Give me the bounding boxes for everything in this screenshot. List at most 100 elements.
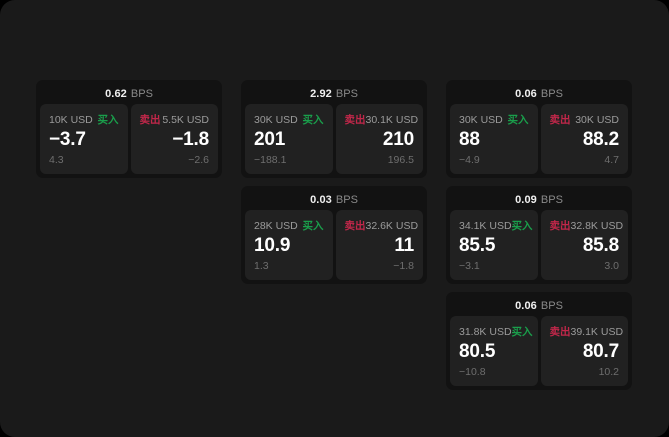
sell-sub-value: −1.8 xyxy=(393,260,414,272)
buy-main-value: 80.5 xyxy=(459,341,496,362)
card-header: 0.09 BPS xyxy=(450,190,628,210)
sell-size-label: 32.8K USD xyxy=(570,219,624,232)
buy-size-label: 31.8K USD xyxy=(459,325,512,338)
sell-panel[interactable]: 卖出 5.5K USD −1.8 −2.6 xyxy=(130,104,218,174)
card-header: 2.92 BPS xyxy=(245,84,423,104)
panel-top-row: 卖出 30K USD xyxy=(549,113,620,127)
quote-card[interactable]: 0.06 BPS 30K USD 买入 88 −4.9 卖出 30K USD 88.2 4.7 xyxy=(446,80,632,178)
card-body: 28K USD 买入 10.9 1.3 卖出 32.6K USD 11 −1.8 xyxy=(245,210,423,280)
sell-sub-value: 196.5 xyxy=(387,154,414,166)
bps-value: 0.62 xyxy=(105,88,127,100)
buy-panel[interactable]: 31.8K USD 买入 80.5 −10.8 xyxy=(450,316,538,386)
sell-main-value: 88.2 xyxy=(582,129,619,150)
sell-sub-value: 4.7 xyxy=(604,154,619,166)
sell-sub-value: −2.6 xyxy=(188,154,209,166)
buy-panel[interactable]: 30K USD 买入 201 −188.1 xyxy=(245,104,333,174)
sell-size-label: 30K USD xyxy=(575,113,619,126)
bps-value: 0.09 xyxy=(515,194,537,206)
sell-side-tag: 卖出 xyxy=(549,220,571,232)
card-body: 10K USD 买入 −3.7 4.3 卖出 5.5K USD −1.8 −2.6 xyxy=(40,104,218,174)
buy-sub-value: 4.3 xyxy=(49,154,64,166)
bps-unit-label: BPS xyxy=(335,88,358,100)
quote-card[interactable]: 0.03 BPS 28K USD 买入 10.9 1.3 卖出 32.6K USD 11 −1.8 xyxy=(241,186,427,284)
bps-value: 0.06 xyxy=(515,300,537,312)
sell-size-label: 30.1K USD xyxy=(365,113,419,126)
buy-size-label: 30K USD xyxy=(459,113,503,126)
buy-side-tag: 买入 xyxy=(302,220,324,232)
panel-top-row: 卖出 30.1K USD xyxy=(344,113,419,127)
card-body: 31.8K USD 买入 80.5 −10.8 卖出 39.1K USD 80.7 10.2 xyxy=(450,316,628,386)
card-body: 34.1K USD 买入 85.5 −3.1 卖出 32.8K USD 85.8 3.0 xyxy=(450,210,628,280)
buy-size-label: 10K USD xyxy=(49,113,93,126)
sell-main-value: 210 xyxy=(382,129,414,150)
quote-card[interactable]: 0.09 BPS 34.1K USD 买入 85.5 −3.1 卖出 32.8K USD 85.… xyxy=(446,186,632,284)
quote-card[interactable]: 0.62 BPS 10K USD 买入 −3.7 4.3 卖出 5.5K USD −1.8 −2.… xyxy=(36,80,222,178)
buy-side-tag: 买入 xyxy=(511,220,533,232)
card-header: 0.06 BPS xyxy=(450,84,628,104)
panel-top-row: 30K USD 买入 xyxy=(459,113,529,127)
panel-top-row: 卖出 32.8K USD xyxy=(549,219,624,233)
panel-top-row: 10K USD 买入 xyxy=(49,113,119,127)
bps-unit-label: BPS xyxy=(335,194,358,206)
sell-panel[interactable]: 卖出 32.8K USD 85.8 3.0 xyxy=(540,210,628,280)
sell-side-tag: 卖出 xyxy=(344,220,366,232)
buy-panel[interactable]: 30K USD 买入 88 −4.9 xyxy=(450,104,538,174)
buy-sub-value: −4.9 xyxy=(459,154,480,166)
buy-size-label: 28K USD xyxy=(254,219,298,232)
bps-value: 0.03 xyxy=(310,194,332,206)
card-body: 30K USD 买入 88 −4.9 卖出 30K USD 88.2 4.7 xyxy=(450,104,628,174)
buy-sub-value: −3.1 xyxy=(459,260,480,272)
sell-panel[interactable]: 卖出 39.1K USD 80.7 10.2 xyxy=(540,316,628,386)
bps-value: 2.92 xyxy=(310,88,332,100)
buy-sub-value: −10.8 xyxy=(459,366,486,378)
buy-panel[interactable]: 10K USD 买入 −3.7 4.3 xyxy=(40,104,128,174)
bps-unit-label: BPS xyxy=(540,300,563,312)
buy-size-label: 34.1K USD xyxy=(459,219,512,232)
buy-main-value: 88 xyxy=(459,129,480,150)
buy-sub-value: 1.3 xyxy=(254,260,269,272)
sell-size-label: 39.1K USD xyxy=(570,325,624,338)
sell-panel[interactable]: 卖出 30.1K USD 210 196.5 xyxy=(335,104,423,174)
bps-unit-label: BPS xyxy=(540,88,563,100)
sell-panel[interactable]: 卖出 30K USD 88.2 4.7 xyxy=(540,104,628,174)
buy-main-value: 10.9 xyxy=(254,235,291,256)
sell-size-label: 32.6K USD xyxy=(365,219,419,232)
buy-main-value: −3.7 xyxy=(49,129,86,150)
buy-side-tag: 买入 xyxy=(97,114,119,126)
card-body: 30K USD 买入 201 −188.1 卖出 30.1K USD 210 196.5 xyxy=(245,104,423,174)
bps-unit-label: BPS xyxy=(130,88,153,100)
buy-side-tag: 买入 xyxy=(511,326,533,338)
quote-card-grid: 0.62 BPS 10K USD 买入 −3.7 4.3 卖出 5.5K USD −1.8 −2.… xyxy=(36,80,636,390)
sell-main-value: −1.8 xyxy=(172,129,209,150)
buy-side-tag: 买入 xyxy=(507,114,529,126)
buy-sub-value: −188.1 xyxy=(254,154,287,166)
sell-sub-value: 3.0 xyxy=(604,260,619,272)
panel-top-row: 卖出 39.1K USD xyxy=(549,325,624,339)
panel-top-row: 卖出 32.6K USD xyxy=(344,219,419,233)
bps-value: 0.06 xyxy=(515,88,537,100)
sell-side-tag: 卖出 xyxy=(549,114,571,126)
quote-card[interactable]: 2.92 BPS 30K USD 买入 201 −188.1 卖出 30.1K USD 210 1… xyxy=(241,80,427,178)
panel-top-row: 31.8K USD 买入 xyxy=(459,325,533,339)
card-header: 0.03 BPS xyxy=(245,190,423,210)
sell-side-tag: 卖出 xyxy=(139,114,161,126)
sell-main-value: 11 xyxy=(394,235,414,256)
panel-top-row: 30K USD 买入 xyxy=(254,113,324,127)
sell-panel[interactable]: 卖出 32.6K USD 11 −1.8 xyxy=(335,210,423,280)
sell-side-tag: 卖出 xyxy=(344,114,366,126)
card-header: 0.06 BPS xyxy=(450,296,628,316)
buy-panel[interactable]: 34.1K USD 买入 85.5 −3.1 xyxy=(450,210,538,280)
buy-main-value: 201 xyxy=(254,129,286,150)
sell-side-tag: 卖出 xyxy=(549,326,571,338)
sell-main-value: 85.8 xyxy=(582,235,619,256)
quote-card[interactable]: 0.06 BPS 31.8K USD 买入 80.5 −10.8 卖出 39.1K USD 80… xyxy=(446,292,632,390)
buy-main-value: 85.5 xyxy=(459,235,496,256)
card-header: 0.62 BPS xyxy=(40,84,218,104)
sell-main-value: 80.7 xyxy=(582,341,619,362)
buy-panel[interactable]: 28K USD 买入 10.9 1.3 xyxy=(245,210,333,280)
buy-size-label: 30K USD xyxy=(254,113,298,126)
panel-top-row: 34.1K USD 买入 xyxy=(459,219,533,233)
sell-sub-value: 10.2 xyxy=(598,366,619,378)
bps-unit-label: BPS xyxy=(540,194,563,206)
